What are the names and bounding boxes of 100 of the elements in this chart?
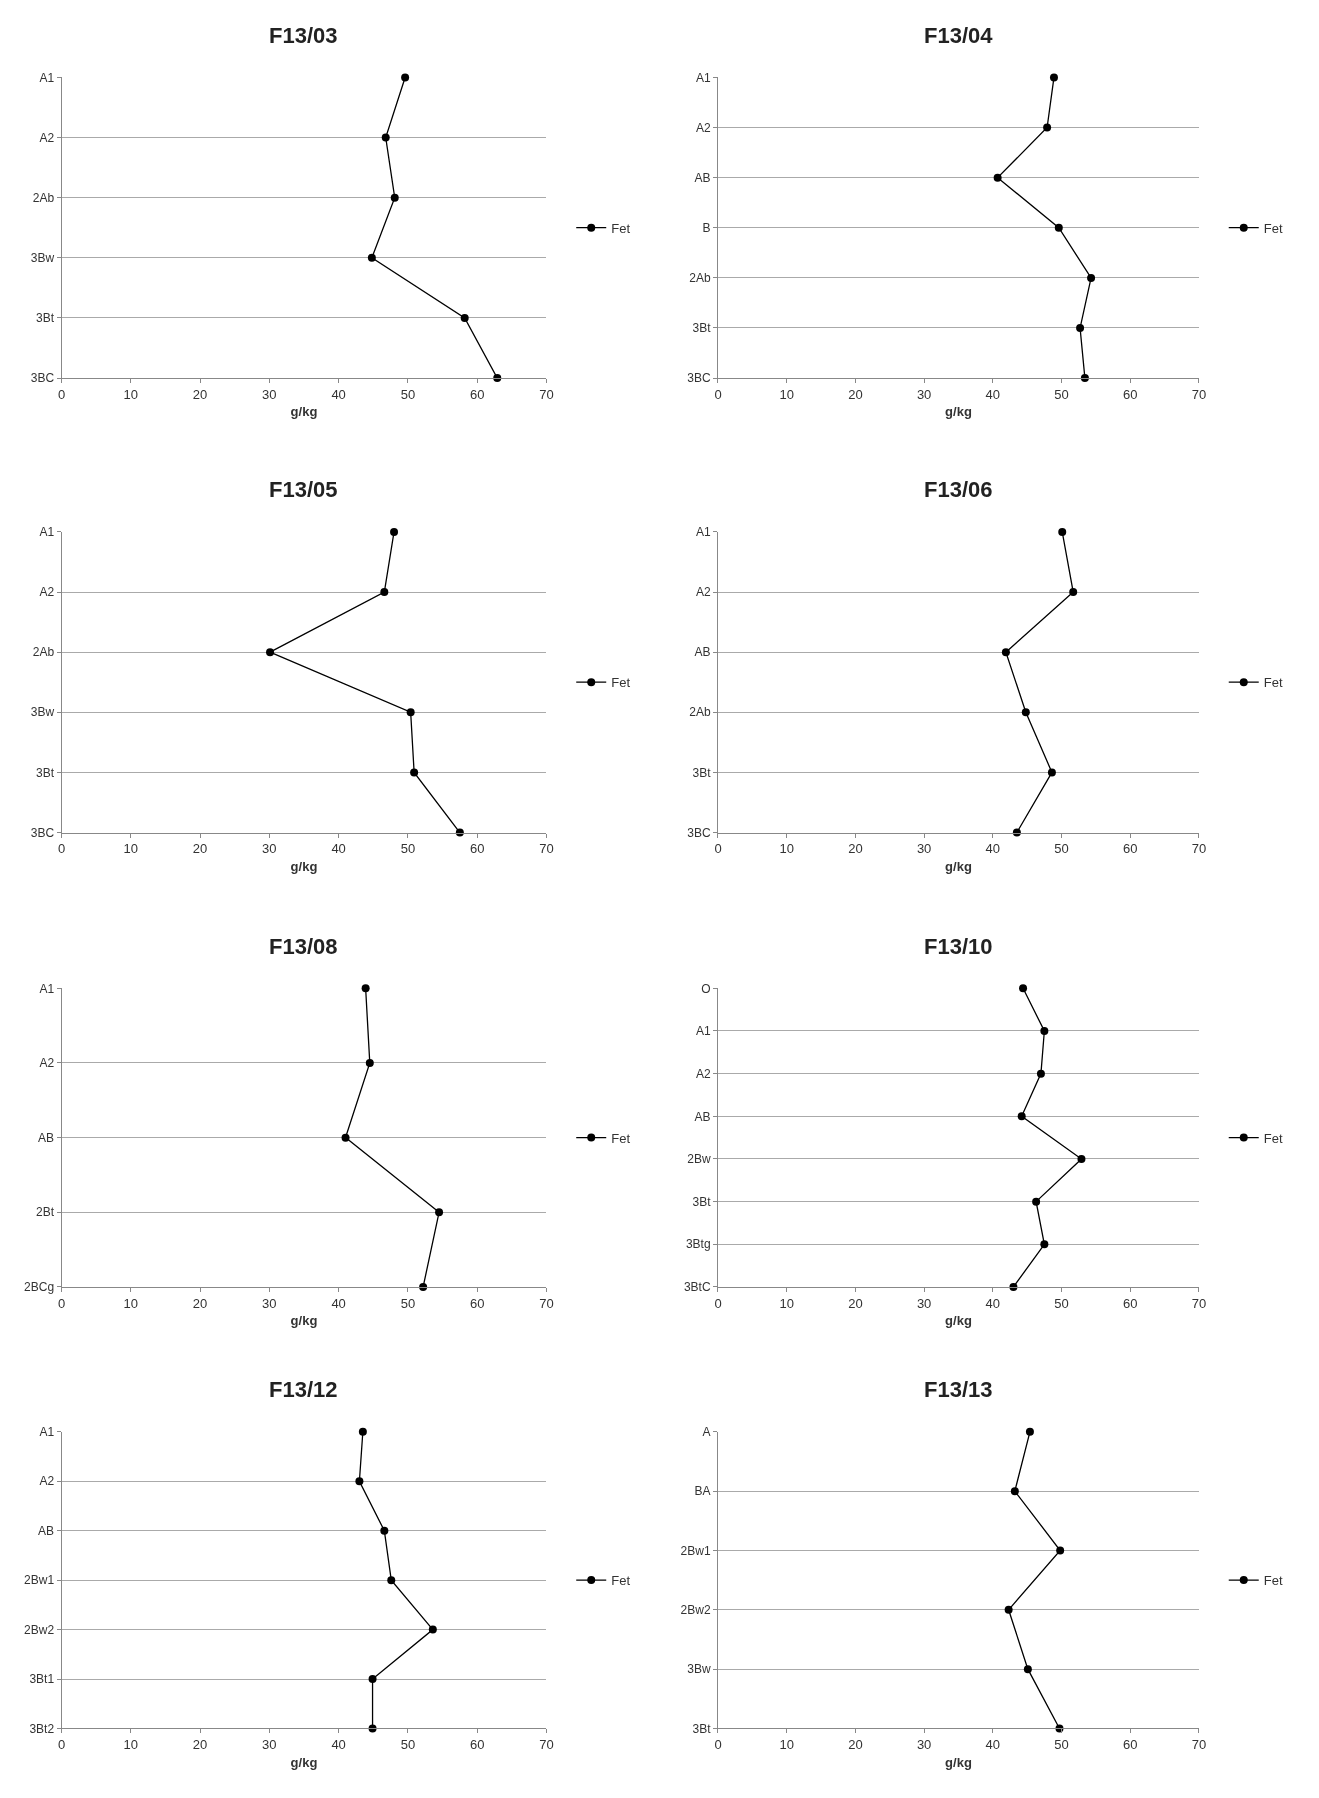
y-tick-label: 3Bt: [692, 1194, 712, 1209]
y-tick-label: 2Bw: [687, 1152, 711, 1167]
point: [1087, 273, 1096, 282]
x-tick-label: 10: [779, 841, 794, 857]
chart-title: F13/10: [924, 934, 993, 959]
x-tick-label: 50: [400, 1737, 416, 1753]
x-tick-label: 70: [1191, 386, 1207, 402]
point: [381, 133, 390, 142]
x-tick-label: 60: [469, 386, 485, 402]
y-tick-label: A2: [39, 585, 55, 600]
x-tick-label: 0: [714, 841, 722, 857]
point: [390, 193, 399, 202]
chart-title: F13/06: [924, 477, 993, 502]
x-tick-label: 30: [262, 1295, 277, 1311]
x-tick-label: 0: [57, 386, 66, 402]
point: [410, 768, 419, 777]
point: [1069, 588, 1078, 597]
y-tick-label: A2: [39, 1056, 55, 1071]
y-tick-label: 2Bw1: [24, 1573, 55, 1588]
legend-label: Fet: [1263, 220, 1283, 236]
x-tick-label: 20: [192, 386, 208, 402]
x-tick-label: 60: [469, 841, 485, 857]
x-tick-label: 10: [123, 841, 139, 857]
y-tick-label: B: [702, 220, 711, 235]
y-tick-label: 3Bt1: [29, 1672, 55, 1687]
y-tick-label: 2Ab: [32, 645, 55, 660]
x-tick-label: 70: [539, 386, 554, 402]
y-tick-label: BA: [694, 1484, 711, 1499]
point: [1021, 708, 1030, 717]
y-tick-label: 3BC: [30, 825, 55, 840]
x-tick-label: 50: [400, 1295, 416, 1311]
point: [435, 1208, 444, 1217]
x-tick-label: 50: [400, 841, 416, 857]
x-axis-title: g/kg: [945, 858, 972, 874]
y-tick-label: 3Btg: [685, 1237, 711, 1252]
y-tick-label: 3BC: [687, 371, 711, 386]
point: [1040, 1026, 1049, 1035]
chart-title: F13/13: [924, 1377, 993, 1402]
x-tick-label: 20: [848, 1737, 863, 1753]
point: [460, 313, 469, 322]
x-tick-label: 40: [985, 841, 1001, 857]
x-tick-label: 10: [123, 1295, 139, 1311]
x-tick-label: 30: [916, 386, 932, 402]
legend-label: Fet: [611, 1130, 631, 1146]
x-tick-label: 20: [848, 841, 863, 857]
x-tick-label: 30: [262, 841, 277, 857]
x-tick-label: 20: [192, 841, 208, 857]
point: [493, 374, 502, 383]
point: [1010, 1487, 1019, 1496]
x-tick-label: 40: [331, 386, 346, 402]
point: [1058, 527, 1067, 536]
x-tick-label: 10: [779, 1295, 794, 1311]
x-tick-label: 60: [1123, 841, 1138, 857]
x-tick-label: 40: [331, 841, 346, 857]
x-tick-label: 10: [123, 386, 139, 402]
y-tick-label: AB: [694, 645, 711, 660]
y-tick-label: 3Bt: [36, 311, 55, 326]
legend-label: Fet: [611, 675, 631, 691]
y-tick-label: A1: [695, 1024, 711, 1039]
y-tick-label: AB: [694, 1109, 711, 1124]
x-axis-title: g/kg: [945, 1313, 972, 1329]
x-axis-title: g/kg: [290, 858, 318, 874]
x-axis-title: g/kg: [290, 404, 318, 420]
y-tick-label: 3BC: [30, 371, 55, 386]
point: [380, 588, 389, 597]
y-tick-label: AB: [38, 1130, 55, 1145]
x-axis-title: g/kg: [290, 1313, 318, 1329]
point: [406, 708, 415, 717]
y-tick-label: A2: [695, 585, 711, 600]
x-tick-label: 30: [916, 1737, 932, 1753]
y-tick-label: A2: [695, 120, 711, 135]
y-tick-label: 3Bw: [30, 251, 55, 266]
y-tick-label: A1: [39, 981, 55, 996]
point: [365, 1058, 374, 1067]
x-tick-label: 60: [1123, 1295, 1138, 1311]
point: [428, 1625, 437, 1634]
point: [1017, 1112, 1026, 1121]
y-tick-label: A1: [39, 1425, 55, 1440]
point: [1076, 323, 1085, 332]
x-tick-label: 0: [714, 1737, 722, 1753]
x-tick-label: 30: [916, 841, 932, 857]
x-tick-label: 60: [469, 1295, 485, 1311]
point: [358, 1427, 367, 1436]
point: [367, 253, 376, 262]
x-axis-title: g/kg: [290, 1754, 318, 1770]
legend-label: Fet: [611, 220, 631, 236]
y-tick-label: 3Bt: [692, 1721, 712, 1736]
point: [993, 173, 1002, 182]
y-tick-label: 2Bt: [36, 1205, 55, 1220]
x-tick-label: 0: [57, 1295, 66, 1311]
y-tick-label: 2Ab: [32, 190, 55, 205]
x-tick-label: 10: [123, 1737, 139, 1753]
y-tick-label: A: [702, 1425, 711, 1440]
legend-label: Fet: [1263, 1130, 1283, 1146]
point: [380, 1526, 389, 1535]
point: [1032, 1197, 1041, 1206]
x-axis-title: g/kg: [945, 404, 972, 420]
y-tick-label: O: [701, 981, 711, 996]
x-tick-label: 70: [539, 1295, 554, 1311]
y-tick-label: AB: [38, 1523, 55, 1538]
